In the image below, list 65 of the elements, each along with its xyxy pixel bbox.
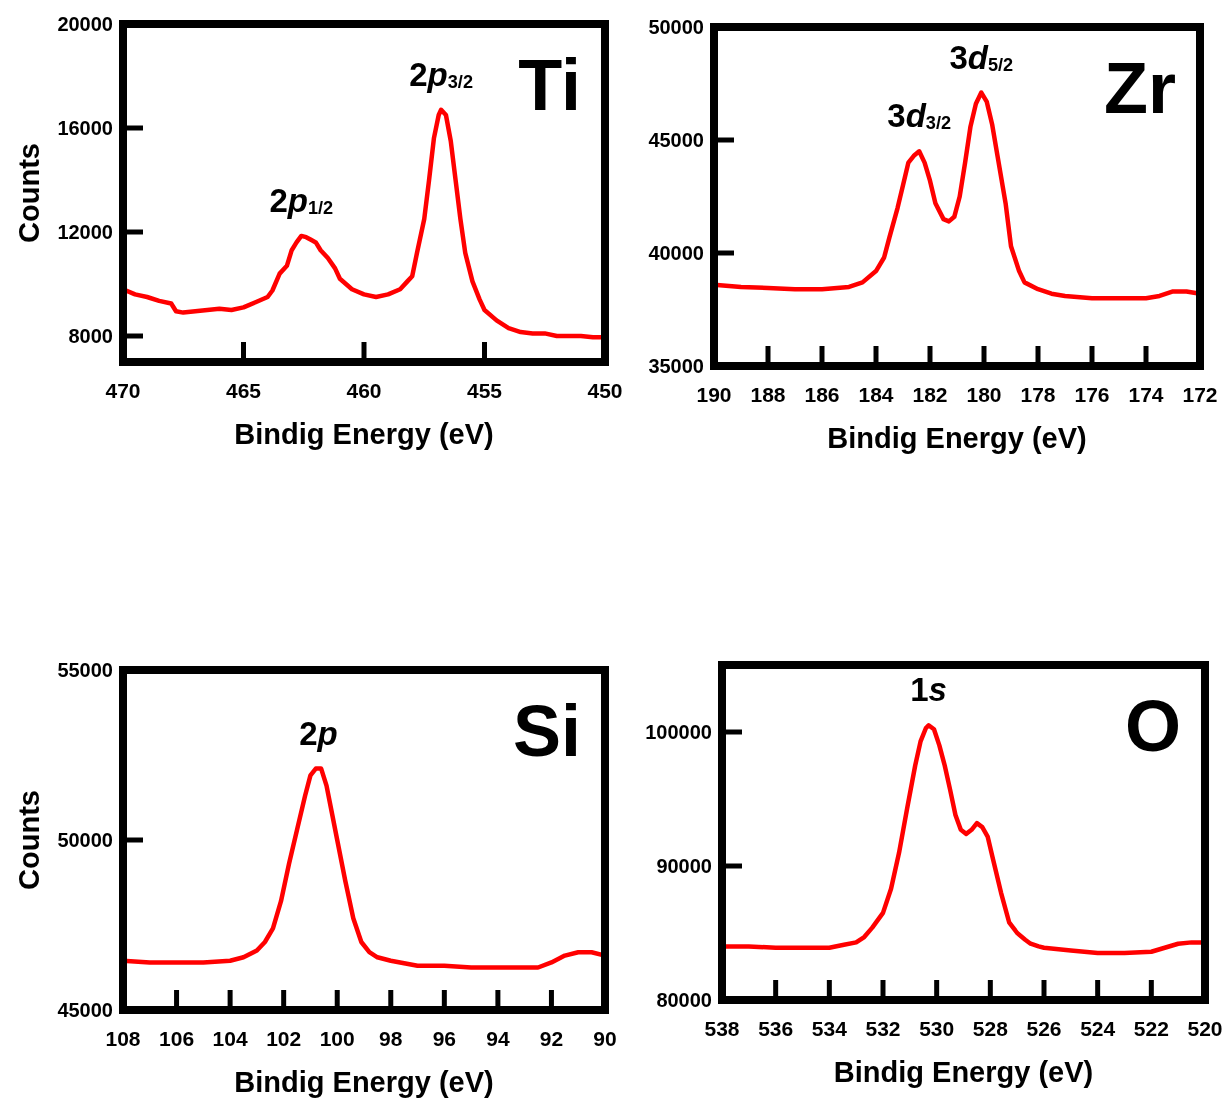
x-tick-label: 460 [346,379,382,402]
x-tick-label: 186 [804,383,840,406]
y-axis-title: Counts [13,790,45,890]
x-tick-label: 102 [266,1027,302,1050]
x-tick-label: 176 [1074,383,1110,406]
x-axis-title: Bindig Energy (eV) [827,422,1087,454]
x-tick-label: 470 [105,379,141,402]
y-tick-label: 12000 [57,221,113,243]
x-tick-label: 528 [972,1017,1009,1040]
y-axis-title: Counts [13,143,45,243]
x-tick-label: 188 [750,383,786,406]
x-tick-label: 184 [858,383,894,406]
x-tick-label: 100 [319,1027,355,1050]
x-tick-label: 90 [593,1027,617,1050]
x-tick-label: 92 [539,1027,564,1050]
y-tick-label: 100000 [645,721,712,743]
x-tick-label: 522 [1133,1017,1169,1040]
annotation: 3d$_{5/2}$ [949,38,1014,76]
y-tick-label: 35000 [648,355,704,377]
annotation: 2p [299,714,338,752]
annotation: 2p$_{3/2}$ [409,55,473,93]
annotation: 3d$_{3/2}$ [887,97,952,135]
x-tick-label: 96 [432,1027,457,1050]
x-tick-label: 524 [1080,1017,1116,1040]
y-tick-label: 50000 [648,16,704,38]
annotation: Zr [1104,48,1176,128]
x-tick-label: 530 [919,1017,955,1040]
x-tick-label: 108 [105,1027,141,1050]
x-tick-label: 538 [704,1017,740,1040]
x-tick-label: 180 [966,383,1002,406]
x-tick-label: 534 [811,1017,848,1040]
y-tick-label: 8000 [68,325,113,347]
annotation: O [1124,686,1181,766]
annotation: Si [512,691,581,771]
y-tick-label: 20000 [57,13,113,35]
y-tick-label: 80000 [656,989,712,1011]
x-tick-label: 450 [587,379,623,402]
x-tick-label: 104 [212,1027,248,1050]
x-tick-label: 455 [466,379,503,402]
x-tick-label: 172 [1182,383,1218,406]
x-tick-label: 174 [1128,383,1164,406]
y-tick-label: 45000 [648,129,704,151]
y-tick-label: 55000 [57,659,113,681]
x-axis-title: Bindig Energy (eV) [234,418,494,450]
x-tick-label: 190 [696,383,732,406]
x-tick-label: 465 [225,379,262,402]
x-tick-label: 178 [1020,383,1056,406]
y-tick-label: 50000 [57,829,113,851]
x-tick-label: 182 [912,383,948,406]
x-tick-label: 98 [379,1027,403,1050]
y-tick-label: 40000 [648,242,704,264]
y-tick-label: 45000 [57,999,113,1021]
x-axis-title: Bindig Energy (eV) [234,1066,494,1098]
annotation: Ti [518,45,581,125]
y-tick-label: 90000 [656,855,712,877]
x-tick-label: 532 [865,1017,901,1040]
annotation: 2p$_{1/2}$ [269,181,334,219]
x-tick-label: 520 [1187,1017,1223,1040]
x-tick-label: 106 [159,1027,195,1050]
x-tick-label: 536 [758,1017,794,1040]
x-tick-label: 94 [486,1027,510,1050]
x-tick-label: 526 [1026,1017,1062,1040]
annotation: 1s [910,671,947,709]
y-tick-label: 16000 [57,117,113,139]
x-axis-title: Bindig Energy (eV) [833,1056,1094,1088]
